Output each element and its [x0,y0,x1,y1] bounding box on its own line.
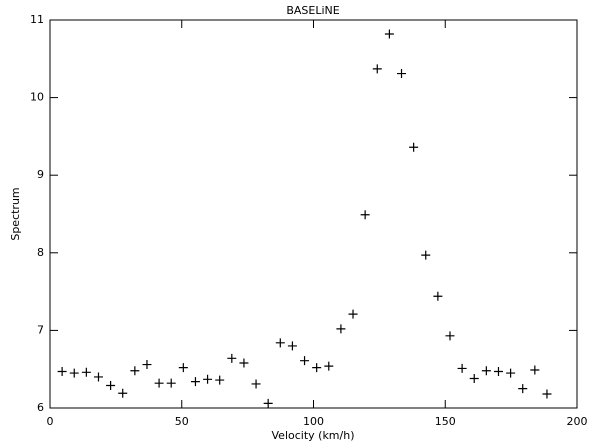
data-point [409,142,419,152]
data-point [215,375,225,385]
data-point [384,29,394,39]
x-axis-label: Velocity (km/h) [272,429,355,442]
data-point [360,210,370,220]
data-point [300,356,310,366]
data-point [190,377,200,387]
y-tick-label: 6 [37,401,44,414]
data-point [93,372,103,382]
data-point [506,368,516,378]
data-point [457,363,467,373]
plot-frame [49,19,578,409]
y-axis-label: Spectrum [9,187,22,240]
y-tick-label: 9 [37,168,44,181]
data-point [203,374,213,384]
data-point [324,361,334,371]
data-point [397,69,407,79]
data-point [142,360,152,370]
data-point [542,389,552,399]
data-point [130,366,140,376]
data-point [493,367,503,377]
data-point [239,358,249,368]
x-tick-label: 50 [175,415,189,428]
data-point [227,353,237,363]
data-point [287,341,297,351]
data-point [81,367,91,377]
data-point [518,384,528,394]
data-point [530,365,540,375]
y-tick-label: 8 [37,246,44,259]
x-tick-label: 100 [303,415,324,428]
y-tick-label: 10 [30,91,44,104]
x-tick-label: 0 [47,415,54,428]
data-point [421,250,431,260]
data-point [275,338,285,348]
data-point [312,363,322,373]
data-point [372,64,382,74]
data-point [178,363,188,373]
data-point [336,324,346,334]
chart-title: BASELiNE [286,4,339,17]
data-point [118,388,128,398]
data-point [481,366,491,376]
data-point [57,367,67,377]
data-point [263,398,273,408]
data-point [154,378,164,388]
y-tick-label: 11 [30,13,44,26]
x-tick-label: 200 [567,415,588,428]
data-point [445,331,455,341]
data-point [166,378,176,388]
y-tick-label: 7 [37,323,44,336]
data-point [469,374,479,384]
data-point [348,309,358,319]
data-point [433,291,443,301]
x-tick-label: 150 [435,415,456,428]
data-point [251,379,261,389]
data-point [69,368,79,378]
data-point [106,380,116,390]
